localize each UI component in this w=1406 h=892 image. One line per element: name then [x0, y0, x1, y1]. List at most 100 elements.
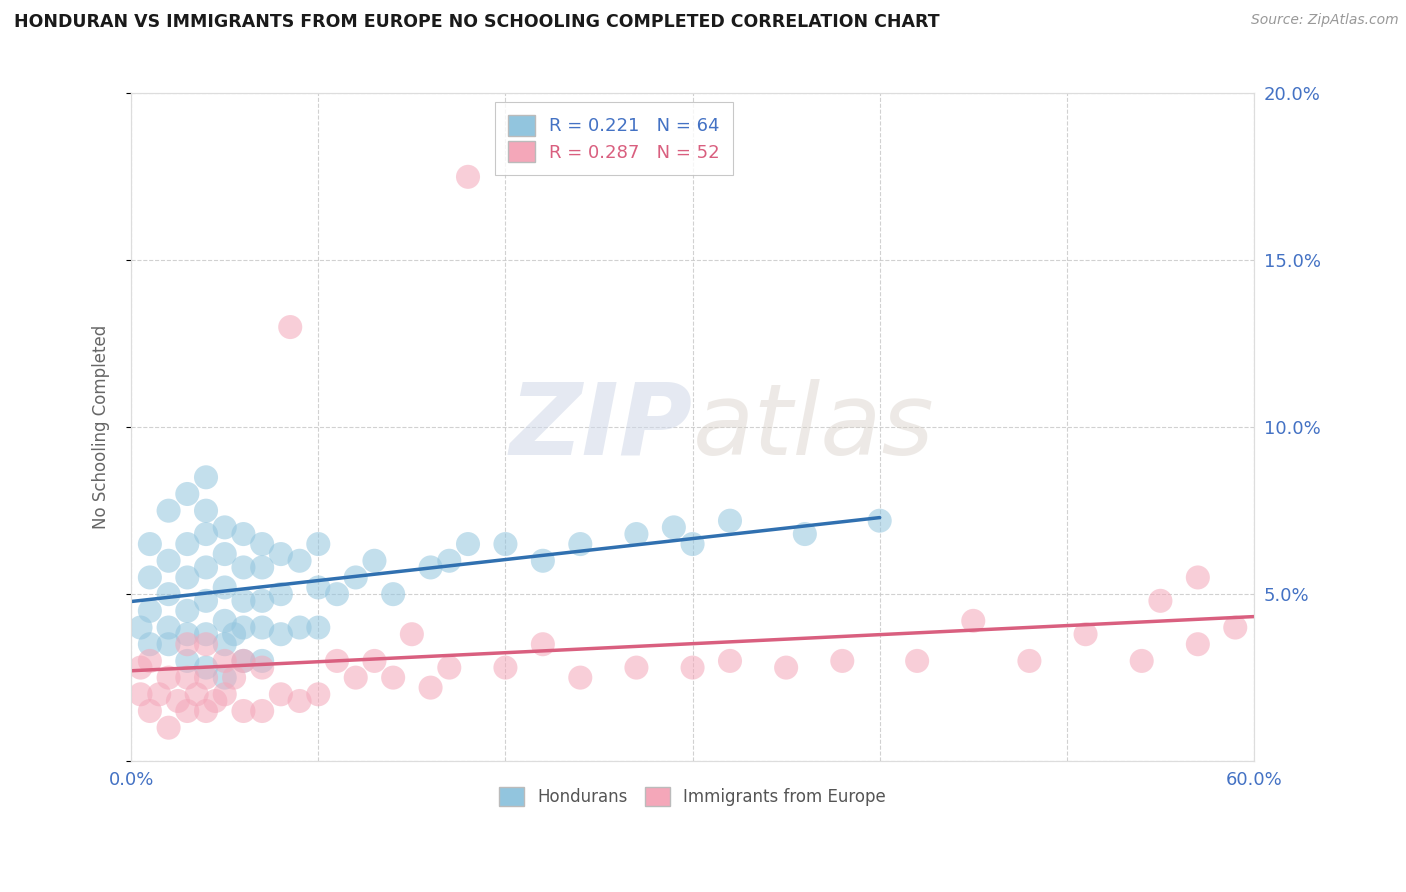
Point [195, 527, 218, 541]
Point [419, 681, 441, 695]
Point [363, 554, 385, 568]
Point [232, 621, 254, 635]
Point [139, 604, 162, 618]
Point [401, 627, 423, 641]
Point [382, 587, 405, 601]
Point [278, 320, 301, 334]
Point [176, 654, 198, 668]
Point [326, 587, 349, 601]
Point [682, 660, 704, 674]
Point [307, 581, 329, 595]
Point [222, 627, 245, 641]
Point [250, 560, 273, 574]
Point [1149, 594, 1171, 608]
Point [214, 687, 236, 701]
Point [157, 721, 180, 735]
Point [307, 537, 329, 551]
Point [270, 587, 292, 601]
Point [531, 554, 554, 568]
Point [232, 594, 254, 608]
Y-axis label: No Schooling Completed: No Schooling Completed [93, 325, 110, 529]
Point [307, 621, 329, 635]
Point [682, 537, 704, 551]
Point [626, 660, 648, 674]
Point [176, 604, 198, 618]
Point [129, 660, 152, 674]
Point [793, 527, 815, 541]
Point [176, 570, 198, 584]
Point [176, 627, 198, 641]
Point [214, 547, 236, 561]
Point [176, 537, 198, 551]
Point [382, 671, 405, 685]
Point [157, 554, 180, 568]
Point [270, 547, 292, 561]
Point [129, 687, 152, 701]
Point [288, 621, 311, 635]
Point [457, 537, 479, 551]
Point [176, 487, 198, 501]
Point [250, 654, 273, 668]
Point [139, 654, 162, 668]
Point [531, 637, 554, 651]
Point [232, 654, 254, 668]
Point [129, 621, 152, 635]
Point [439, 554, 461, 568]
Point [494, 537, 516, 551]
Point [1225, 621, 1247, 635]
Point [250, 621, 273, 635]
Point [222, 671, 245, 685]
Point [270, 627, 292, 641]
Point [214, 520, 236, 534]
Point [214, 637, 236, 651]
Point [326, 654, 349, 668]
Text: HONDURAN VS IMMIGRANTS FROM EUROPE NO SCHOOLING COMPLETED CORRELATION CHART: HONDURAN VS IMMIGRANTS FROM EUROPE NO SC… [14, 13, 939, 31]
Point [344, 570, 367, 584]
Point [232, 654, 254, 668]
Point [195, 504, 218, 518]
Point [962, 614, 984, 628]
Point [214, 654, 236, 668]
Point [1074, 627, 1097, 641]
Point [869, 514, 891, 528]
Text: ZIP: ZIP [509, 379, 693, 475]
Point [1130, 654, 1153, 668]
Point [626, 527, 648, 541]
Text: Source: ZipAtlas.com: Source: ZipAtlas.com [1251, 13, 1399, 28]
Point [195, 660, 218, 674]
Point [344, 671, 367, 685]
Point [288, 554, 311, 568]
Point [494, 660, 516, 674]
Point [195, 627, 218, 641]
Point [439, 660, 461, 674]
Point [718, 654, 741, 668]
Point [167, 694, 190, 708]
Point [363, 654, 385, 668]
Point [270, 687, 292, 701]
Point [204, 694, 226, 708]
Point [232, 527, 254, 541]
Point [157, 621, 180, 635]
Point [139, 704, 162, 718]
Legend: Hondurans, Immigrants from Europe: Hondurans, Immigrants from Europe [492, 780, 893, 813]
Point [157, 587, 180, 601]
Point [831, 654, 853, 668]
Point [232, 560, 254, 574]
Point [186, 687, 208, 701]
Point [176, 671, 198, 685]
Point [569, 671, 592, 685]
Point [195, 594, 218, 608]
Point [250, 537, 273, 551]
Point [214, 614, 236, 628]
Point [195, 560, 218, 574]
Point [905, 654, 928, 668]
Point [139, 637, 162, 651]
Point [662, 520, 685, 534]
Point [139, 537, 162, 551]
Point [195, 671, 218, 685]
Point [288, 694, 311, 708]
Point [195, 637, 218, 651]
Point [1187, 570, 1209, 584]
Point [718, 514, 741, 528]
Point [195, 470, 218, 484]
